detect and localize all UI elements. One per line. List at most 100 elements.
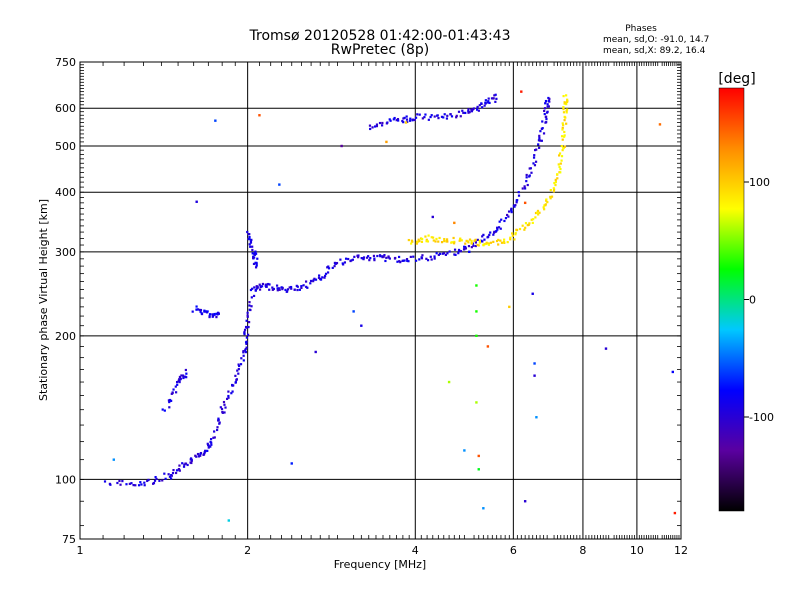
trace-point [471, 108, 474, 111]
y-tick-label: 600 [55, 102, 76, 115]
scatter-point [468, 250, 471, 254]
trace-point [538, 136, 541, 140]
trace-point [178, 469, 181, 472]
trace-point [435, 237, 438, 241]
trace-point [562, 111, 566, 114]
trace-point [249, 241, 253, 244]
trace-point [171, 471, 175, 475]
trace-point [175, 391, 178, 394]
scatter-point [486, 345, 490, 348]
trace-point [454, 253, 457, 256]
trace-point [174, 471, 178, 475]
trace-point [418, 239, 421, 243]
trace-point [213, 436, 216, 439]
trace-point [549, 197, 552, 200]
trace-point [526, 183, 529, 187]
trace-point [246, 230, 249, 234]
trace-point [433, 115, 436, 118]
trace-point [407, 260, 410, 263]
trace-point [203, 451, 206, 454]
trace-point [562, 107, 565, 111]
trace-point [245, 336, 248, 339]
trace-point [431, 236, 435, 239]
trace-point [177, 467, 180, 471]
trace-point [116, 481, 119, 485]
trace-point [543, 109, 546, 113]
trace-point [237, 372, 240, 375]
trace-point [405, 115, 408, 118]
trace-point [333, 265, 336, 268]
trace-point [268, 283, 271, 286]
trace-point [276, 289, 279, 292]
colorbar-tick-label: -100 [749, 411, 774, 424]
scatter-point [278, 183, 281, 186]
trace-point [380, 124, 384, 127]
trace-point [268, 288, 271, 291]
trace-point [255, 264, 258, 267]
trace-point [513, 205, 516, 208]
trace-point [300, 286, 303, 290]
trace-point [264, 283, 267, 286]
trace-point [421, 254, 424, 257]
trace-point [158, 479, 161, 482]
trace-point [538, 211, 541, 214]
trace-point [167, 473, 170, 476]
scatter-point [475, 310, 478, 313]
trace-point [482, 233, 485, 236]
trace-point [554, 178, 557, 181]
trace-point [553, 181, 556, 185]
trace-point [547, 99, 551, 103]
trace-point [467, 108, 470, 111]
trace-point [488, 101, 491, 105]
trace-point [420, 256, 423, 259]
trace-point [399, 261, 402, 264]
trace-point [259, 285, 262, 288]
trace-point [464, 242, 467, 245]
scatter-point [112, 458, 116, 461]
scatter-point [475, 284, 478, 287]
trace-point [506, 213, 509, 217]
data-traces [103, 93, 569, 487]
scatter-point [340, 144, 343, 148]
trace-point [353, 255, 356, 258]
trace-point [534, 211, 538, 215]
trace-point [467, 111, 470, 114]
trace-point [231, 390, 234, 393]
trace-point [275, 284, 279, 287]
scatter-point [477, 454, 480, 458]
scatter-point [533, 362, 536, 365]
trace-point [309, 279, 313, 283]
trace-point [401, 119, 404, 123]
trace-point [163, 472, 166, 475]
trace-point [543, 112, 546, 116]
trace-point [402, 117, 405, 120]
trace-point [564, 116, 567, 119]
trace-point [499, 227, 502, 230]
trace-point [181, 374, 185, 377]
trace-point [561, 138, 564, 141]
y-tick-label: 300 [55, 246, 76, 259]
trace-point [178, 464, 181, 467]
trace-point [470, 242, 473, 245]
trace-point [250, 296, 253, 299]
trace-point [536, 211, 539, 214]
trace-point [452, 236, 455, 240]
trace-point [218, 422, 221, 425]
trace-point [172, 468, 175, 472]
trace-point [521, 187, 524, 190]
trace-point [313, 277, 316, 280]
trace-point [351, 258, 354, 261]
trace-point [487, 97, 490, 100]
trace-point [215, 315, 218, 319]
trace-point [369, 257, 372, 260]
trace-point [253, 253, 256, 256]
trace-point [473, 239, 476, 242]
trace-point [523, 228, 526, 231]
trace-point [440, 241, 444, 244]
scatter-point [314, 350, 317, 354]
trace-point [230, 392, 233, 395]
trace-point [290, 287, 293, 290]
trace-point [249, 245, 252, 248]
trace-point [409, 255, 412, 258]
trace-point [243, 330, 246, 334]
